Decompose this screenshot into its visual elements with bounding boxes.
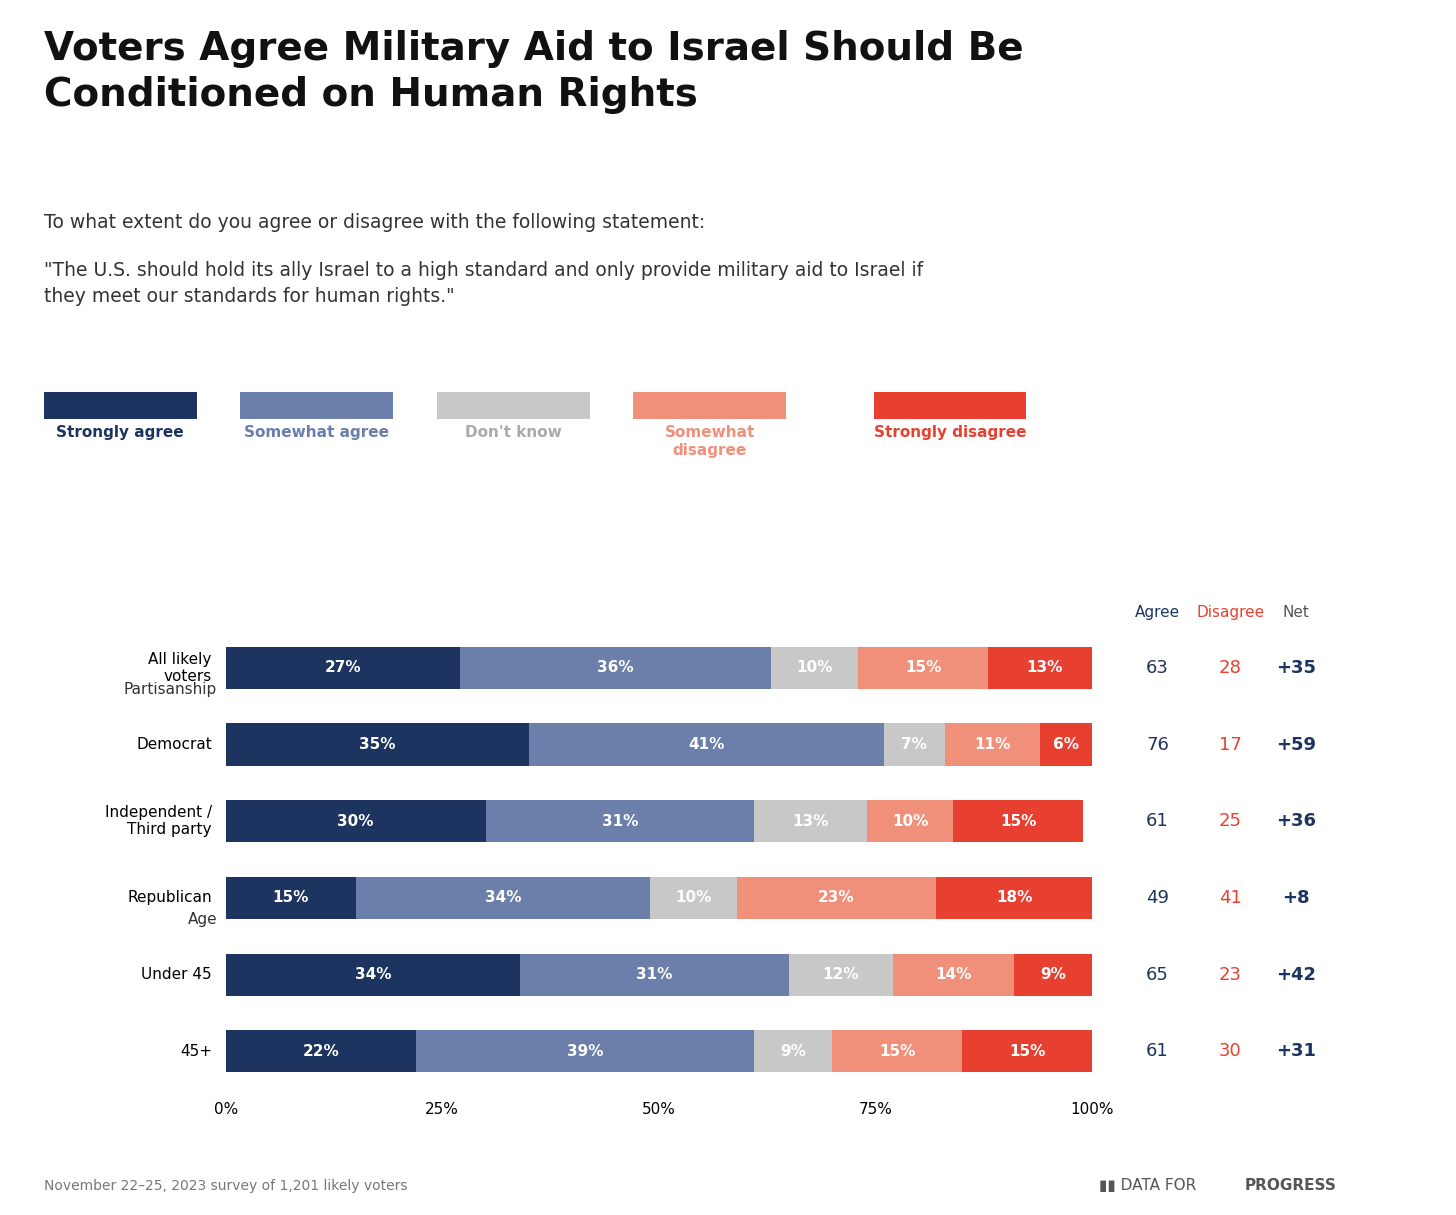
Bar (954, 801, 1083, 842)
Text: +31: +31 (1275, 1042, 1316, 1061)
Bar (226, 877, 355, 919)
Text: 30%: 30% (338, 814, 374, 829)
Text: 34%: 34% (485, 891, 521, 905)
Bar (226, 1030, 416, 1073)
Text: 27%: 27% (325, 661, 361, 676)
Text: 15%: 15% (904, 661, 941, 676)
Text: 11%: 11% (974, 738, 1010, 752)
Text: 22%: 22% (303, 1044, 339, 1058)
Text: +8: +8 (1283, 889, 1309, 906)
Text: 31%: 31% (636, 967, 673, 982)
Text: 14%: 14% (935, 967, 971, 982)
Text: Voters Agree Military Aid to Israel Should Be
Conditioned on Human Rights: Voters Agree Military Aid to Israel Shou… (44, 30, 1024, 114)
Text: 41%: 41% (689, 738, 725, 752)
Text: 7%: 7% (901, 738, 927, 752)
Text: Strongly agree: Strongly agree (57, 425, 183, 440)
Bar (754, 1030, 833, 1073)
Text: Partisanship: Partisanship (124, 682, 217, 697)
Bar (754, 801, 866, 842)
Text: 15%: 15% (272, 891, 309, 905)
Text: 35%: 35% (360, 738, 396, 752)
Text: 25: 25 (1219, 813, 1242, 830)
Bar (884, 723, 945, 765)
Bar (1040, 723, 1092, 765)
Bar (789, 954, 893, 996)
Text: 36%: 36% (597, 661, 633, 676)
Bar (226, 801, 486, 842)
Text: 39%: 39% (566, 1044, 603, 1058)
Text: Age: Age (188, 912, 217, 927)
Bar (355, 877, 651, 919)
Text: 17: 17 (1219, 735, 1242, 753)
Text: Net: Net (1283, 605, 1309, 621)
Text: 30: 30 (1219, 1042, 1242, 1061)
Text: 15%: 15% (1000, 814, 1037, 829)
Bar (989, 646, 1101, 689)
Bar (416, 1030, 754, 1073)
Text: 41: 41 (1219, 889, 1242, 906)
Bar (737, 877, 936, 919)
Text: +42: +42 (1275, 966, 1316, 984)
Bar (486, 801, 754, 842)
Bar (651, 877, 737, 919)
Text: "The U.S. should hold its ally Israel to a high standard and only provide milita: "The U.S. should hold its ally Israel to… (44, 261, 923, 306)
Text: 9%: 9% (1040, 967, 1066, 982)
Text: 15%: 15% (879, 1044, 916, 1058)
Text: Don't know: Don't know (464, 425, 562, 440)
Bar (962, 1030, 1092, 1073)
Bar (772, 646, 858, 689)
Bar (520, 954, 789, 996)
Text: Strongly disagree: Strongly disagree (874, 425, 1026, 440)
Text: 18%: 18% (996, 891, 1032, 905)
Text: 9%: 9% (780, 1044, 807, 1058)
Text: 13%: 13% (1026, 661, 1063, 676)
Text: November 22–25, 2023 survey of 1,201 likely voters: November 22–25, 2023 survey of 1,201 lik… (44, 1179, 408, 1193)
Bar (226, 646, 460, 689)
Bar (460, 646, 772, 689)
Text: 65: 65 (1146, 966, 1169, 984)
Text: 6%: 6% (1053, 738, 1079, 752)
Text: 12%: 12% (823, 967, 859, 982)
Text: 15%: 15% (1009, 1044, 1045, 1058)
Text: 23: 23 (1219, 966, 1242, 984)
Text: 61: 61 (1146, 813, 1169, 830)
Text: Disagree: Disagree (1197, 605, 1264, 621)
Bar (1013, 954, 1092, 996)
Text: 10%: 10% (796, 661, 833, 676)
Text: 28: 28 (1219, 659, 1242, 677)
Bar (226, 954, 520, 996)
Bar (945, 723, 1040, 765)
Text: Somewhat agree: Somewhat agree (245, 425, 389, 440)
Text: 23%: 23% (818, 891, 855, 905)
Text: ▮▮ DATA FOR: ▮▮ DATA FOR (1099, 1179, 1201, 1193)
Bar (833, 1030, 962, 1073)
Text: 34%: 34% (355, 967, 392, 982)
Text: 49: 49 (1146, 889, 1169, 906)
Text: 31%: 31% (601, 814, 638, 829)
Bar (529, 723, 884, 765)
Text: 61: 61 (1146, 1042, 1169, 1061)
Text: 76: 76 (1146, 735, 1169, 753)
Text: To what extent do you agree or disagree with the following statement:: To what extent do you agree or disagree … (44, 213, 705, 232)
Bar (226, 723, 529, 765)
Text: PROGRESS: PROGRESS (1245, 1179, 1337, 1193)
Text: +36: +36 (1275, 813, 1316, 830)
Text: 10%: 10% (676, 891, 712, 905)
Bar (893, 954, 1013, 996)
Text: +59: +59 (1275, 735, 1316, 753)
Text: Somewhat
disagree: Somewhat disagree (664, 425, 756, 458)
Text: 63: 63 (1146, 659, 1169, 677)
Text: Agree: Agree (1136, 605, 1179, 621)
Text: 10%: 10% (893, 814, 929, 829)
Bar (858, 646, 989, 689)
Bar (866, 801, 954, 842)
Text: +35: +35 (1275, 659, 1316, 677)
Text: 13%: 13% (792, 814, 828, 829)
Bar (936, 877, 1092, 919)
